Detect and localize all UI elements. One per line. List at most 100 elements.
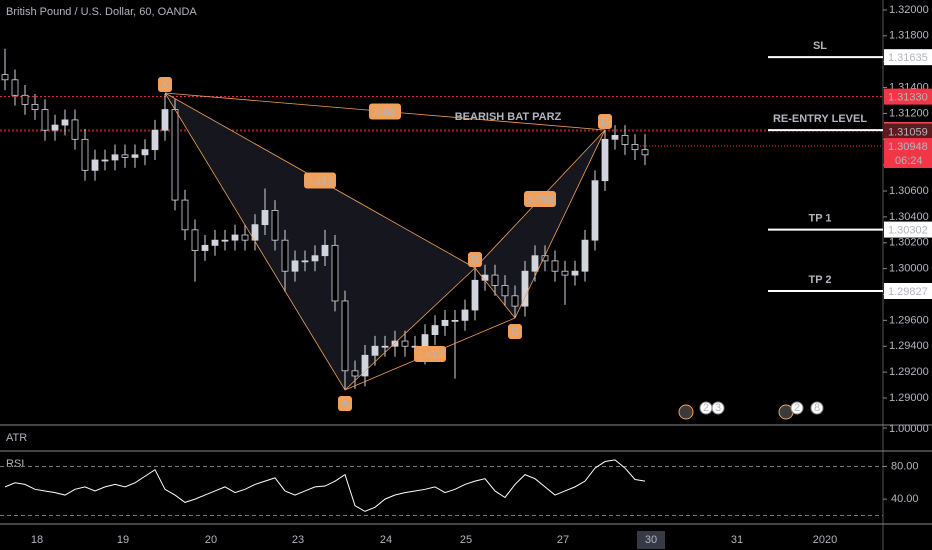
candle-body (311, 255, 319, 262)
candle-body (501, 285, 509, 297)
candle-body (621, 135, 629, 145)
level-label: TP 1 (808, 212, 831, 224)
ratio-label: 1.412 (416, 349, 444, 361)
candle-body (441, 319, 449, 326)
candle-body (171, 109, 179, 201)
pattern-line (474, 267, 516, 319)
candle-body (31, 103, 39, 110)
candle-body (461, 309, 469, 321)
y-tick-label: 1.29200 (889, 366, 929, 378)
candle-body (141, 149, 149, 156)
candle-body (81, 138, 89, 171)
ratio-box (414, 345, 446, 362)
event-icon (810, 401, 824, 415)
pattern-point-label: C (511, 326, 519, 338)
candle-body (471, 279, 479, 311)
pattern-point (468, 251, 482, 267)
ratio-box (304, 172, 336, 189)
candle-body (611, 135, 619, 140)
candle-body (631, 144, 639, 151)
candle-body (341, 300, 349, 372)
candle-body (271, 210, 279, 241)
y-tick-label: 1.30000 (889, 263, 929, 275)
candle-body (251, 224, 259, 241)
x-tick-label: 30 (645, 534, 657, 546)
candle-body (561, 270, 569, 276)
candle-body (211, 239, 219, 246)
candle-body (591, 180, 599, 241)
candle-body (21, 94, 29, 105)
candle-body (221, 239, 229, 242)
ratio-label: 3.758 (526, 194, 554, 206)
y-tick-label: 1.29600 (889, 314, 929, 326)
x-tick-label: 19 (117, 534, 129, 546)
y-tick-label: 1.32000 (889, 4, 929, 16)
candle-body (581, 239, 589, 272)
price-tag-label: 1.29827 (888, 286, 928, 298)
x-tick-label: 18 (31, 534, 43, 546)
candle-body (161, 109, 169, 131)
candle-body (51, 124, 59, 131)
pattern-point (158, 76, 172, 92)
ratio-box (524, 190, 556, 207)
pattern-name: BEARISH BAT PARZ (455, 111, 562, 123)
candle-body (361, 354, 369, 377)
pattern-point (508, 324, 522, 340)
candle-body (491, 274, 499, 286)
level-label: SL (813, 40, 827, 52)
rsi-line (4, 459, 646, 512)
countdown: 06:24 (895, 155, 923, 167)
y-tick-label: 80.00 (891, 460, 919, 472)
event-icon (790, 401, 804, 415)
candle-body (391, 340, 399, 347)
candle-body (641, 149, 649, 156)
candle-body (1, 74, 9, 81)
candle-body (11, 79, 19, 96)
candle-body (71, 119, 79, 140)
price-tag (884, 283, 932, 300)
candle-body (91, 159, 99, 171)
candle-body (111, 154, 119, 161)
candle-body (421, 334, 429, 347)
pattern-point-label: A (341, 398, 349, 410)
candle-body (371, 345, 379, 356)
x-tick-label: 20 (205, 534, 217, 546)
level-label: TP 2 (808, 274, 831, 286)
candle-body (351, 370, 359, 377)
candle-body (151, 129, 159, 151)
pattern-point (598, 113, 612, 129)
candle-body (571, 270, 579, 276)
event-count: 8 (814, 402, 820, 414)
pattern-line (344, 267, 476, 391)
pattern-fill (165, 92, 475, 390)
y-tick-label: 1.31200 (889, 107, 929, 119)
y-tick-label: 1.30200 (889, 237, 929, 249)
y-tick-label: 40.00 (891, 493, 919, 505)
x-tick-label: 23 (292, 534, 304, 546)
candle-body (241, 234, 249, 241)
candle-body (401, 340, 409, 347)
candle-body (231, 234, 239, 241)
pattern-point-label: X (161, 79, 169, 91)
event-icon (678, 404, 694, 420)
candle-body (301, 260, 309, 263)
candle-body (61, 119, 69, 126)
price-tag-label: 1.31330 (888, 92, 928, 104)
chart-title: British Pound / U.S. Dollar, 60, OANDA (6, 6, 197, 18)
pattern-line (164, 92, 346, 391)
x-tick-label: 27 (557, 534, 569, 546)
candle-body (181, 199, 189, 231)
candle-body (291, 260, 299, 272)
candle-body (321, 244, 329, 257)
candle-body (511, 295, 519, 307)
price-tag-label: 1.31635 (888, 52, 928, 64)
candle-body (431, 325, 439, 335)
x-tick-label: 24 (380, 534, 392, 546)
price-tag (884, 138, 932, 169)
y-tick-label: 1.29000 (889, 392, 929, 404)
price-tag (884, 221, 932, 238)
candle-body (131, 154, 139, 158)
ratio-label: 0.412 (306, 175, 334, 187)
price-tag (884, 88, 932, 105)
